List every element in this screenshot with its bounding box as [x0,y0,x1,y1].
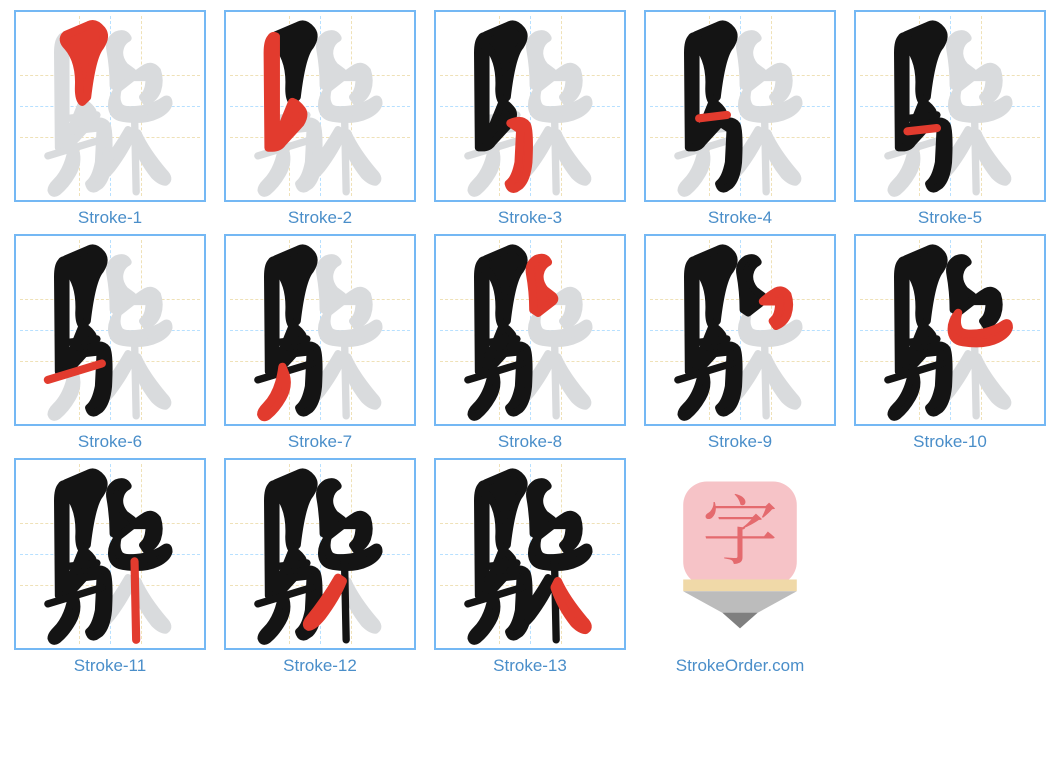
stroke-cell: Stroke-7 [218,234,422,452]
character-svg [226,236,414,424]
character-svg [226,12,414,200]
stroke-tile[interactable] [644,10,836,202]
character-svg [226,460,414,648]
stroke-caption[interactable]: Stroke-7 [288,432,352,452]
brand-link[interactable]: StrokeOrder.com [676,656,805,675]
stroke-tile[interactable] [854,10,1046,202]
character-svg [16,12,204,200]
stroke-caption-link[interactable]: Stroke-12 [283,656,357,675]
stroke-caption-link[interactable]: Stroke-4 [708,208,772,227]
character-svg [646,236,834,424]
stroke-cell: Stroke-2 [218,10,422,228]
stroke-cell: Stroke-5 [848,10,1050,228]
stroke-cell: Stroke-13 [428,458,632,676]
stroke-caption-link[interactable]: Stroke-2 [288,208,352,227]
stroke-caption-link[interactable]: Stroke-1 [78,208,142,227]
character-svg [16,460,204,648]
stroke-caption[interactable]: Stroke-5 [918,208,982,228]
stroke-caption-link[interactable]: Stroke-11 [74,656,146,675]
stroke-caption[interactable]: Stroke-6 [78,432,142,452]
stroke-cell: Stroke-8 [428,234,632,452]
character-svg [436,236,624,424]
stroke-tile[interactable] [14,234,206,426]
stroke-caption[interactable]: Stroke-11 [74,656,146,676]
stroke-cell: Stroke-10 [848,234,1050,452]
brand-tile: 字 [644,458,836,650]
stroke-caption-link[interactable]: Stroke-9 [708,432,772,451]
stroke-caption[interactable]: Stroke-10 [913,432,987,452]
stroke-caption[interactable]: Stroke-2 [288,208,352,228]
stroke-tile[interactable] [854,234,1046,426]
stroke-caption-link[interactable]: Stroke-8 [498,432,562,451]
brand-logo: 字 [646,460,834,648]
stroke-tile[interactable] [14,458,206,650]
stroke-caption-link[interactable]: Stroke-5 [918,208,982,227]
stroke-tile[interactable] [434,10,626,202]
stroke-caption[interactable]: Stroke-4 [708,208,772,228]
character-svg [856,236,1044,424]
character-svg [646,12,834,200]
stroke-cell: Stroke-11 [8,458,212,676]
stroke-caption-link[interactable]: Stroke-6 [78,432,142,451]
stroke-cell: Stroke-6 [8,234,212,452]
character-svg [16,236,204,424]
character-svg [436,12,624,200]
stroke-caption-link[interactable]: Stroke-10 [913,432,987,451]
character-svg [436,460,624,648]
stroke-tile[interactable] [14,10,206,202]
stroke-caption[interactable]: Stroke-12 [283,656,357,676]
stroke-caption-link[interactable]: Stroke-3 [498,208,562,227]
stroke-caption-link[interactable]: Stroke-7 [288,432,352,451]
stroke-caption[interactable]: Stroke-1 [78,208,142,228]
stroke-cell: Stroke-12 [218,458,422,676]
brand-cell: 字 StrokeOrder.com [638,458,842,676]
stroke-cell: Stroke-1 [8,10,212,228]
stroke-tile[interactable] [434,458,626,650]
character-svg [856,12,1044,200]
stroke-caption-link[interactable]: Stroke-13 [493,656,567,675]
stroke-tile[interactable] [224,234,416,426]
stroke-tile[interactable] [224,10,416,202]
brand-caption[interactable]: StrokeOrder.com [676,656,805,676]
stroke-cell: Stroke-3 [428,10,632,228]
svg-text:字: 字 [702,470,778,580]
stroke-tile[interactable] [644,234,836,426]
stroke-grid: Stroke-1 Stroke-2 Stroke [0,0,1050,686]
stroke-cell: Stroke-9 [638,234,842,452]
stroke-caption[interactable]: Stroke-13 [493,656,567,676]
stroke-caption[interactable]: Stroke-3 [498,208,562,228]
stroke-tile[interactable] [224,458,416,650]
stroke-cell: Stroke-4 [638,10,842,228]
stroke-caption[interactable]: Stroke-8 [498,432,562,452]
stroke-tile[interactable] [434,234,626,426]
stroke-caption[interactable]: Stroke-9 [708,432,772,452]
